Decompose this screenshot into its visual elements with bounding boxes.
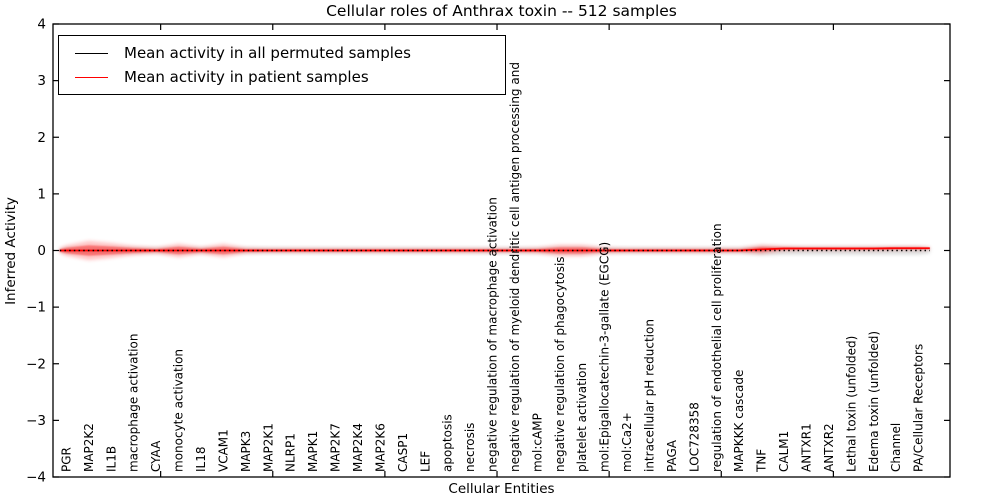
x-category-label: CASP1 [396, 433, 410, 472]
x-category-label: MAPKKK cascade [732, 370, 746, 472]
y-tick-label: 4 [37, 17, 46, 33]
legend-label-permuted: Mean activity in all permuted samples [124, 44, 411, 62]
x-category-label: Edema toxin (unfolded) [867, 331, 881, 472]
y-tick-label: 2 [37, 130, 46, 146]
x-category-label: Lethal toxin (unfolded) [844, 336, 858, 472]
x-category-label: PGR [59, 447, 73, 472]
x-category-label: regulation of endothelial cell prolifera… [710, 223, 724, 472]
y-tick-label: −3 [26, 413, 46, 429]
x-category-label: LOC728358 [687, 402, 701, 472]
x-category-label: mol:Ca2+ [620, 412, 634, 472]
x-category-label: MAPK1 [306, 431, 320, 472]
legend-item-permuted: Mean activity in all permuted samples [59, 44, 505, 62]
x-category-label: MAP2K7 [329, 423, 343, 472]
x-category-label: negative regulation of phagocytosis [553, 256, 567, 472]
x-category-label: negative regulation of myeloid dendritic… [508, 62, 522, 472]
x-category-label: MAP2K1 [261, 423, 275, 472]
x-category-label: MAP2K2 [82, 423, 96, 472]
patient-line-sample-icon [75, 76, 108, 78]
permuted-line-sample-icon [75, 52, 108, 54]
x-category-label: mol:cAMP [530, 413, 544, 472]
y-tick-label: −1 [26, 300, 46, 316]
x-category-label: ANTXR1 [799, 423, 813, 472]
x-category-label: MAPK3 [239, 431, 253, 472]
x-category-label: intracellular pH reduction [643, 319, 657, 472]
x-category-label: LEF [418, 451, 432, 472]
x-category-label: PAGA [665, 439, 679, 472]
chart-title: Cellular roles of Anthrax toxin -- 512 s… [326, 2, 677, 20]
x-category-label: VCAM1 [216, 429, 230, 472]
x-category-label: Channel [889, 423, 903, 472]
legend: Mean activity in all permuted samples Me… [58, 35, 506, 95]
x-category-label: MAP2K6 [373, 423, 387, 472]
y-tick-label: 0 [37, 243, 46, 259]
x-category-label: NLRP1 [284, 433, 298, 472]
x-axis-label: Cellular Entities [448, 481, 555, 497]
x-category-label: CYAA [149, 440, 163, 472]
y-tick-label: 3 [37, 73, 46, 89]
x-category-label: MAP2K4 [351, 423, 365, 472]
legend-item-patient: Mean activity in patient samples [59, 68, 505, 86]
y-axis-label: Inferred Activity [3, 197, 19, 305]
x-category-label: platelet activation [575, 363, 589, 472]
x-category-label: necrosis [463, 423, 477, 472]
x-category-label: monocyte activation [172, 349, 186, 472]
y-tick-label: −4 [26, 470, 46, 486]
x-category-label: TNF [755, 449, 769, 473]
x-category-label: macrophage activation [127, 334, 141, 472]
y-tick-label: 1 [37, 186, 46, 202]
x-category-label: apoptosis [441, 414, 455, 472]
legend-label-patient: Mean activity in patient samples [124, 68, 369, 86]
x-category-label: ANTXR2 [822, 423, 836, 472]
x-category-label: negative regulation of macrophage activa… [486, 197, 500, 472]
x-category-label: mol:Epigallocatechin-3-gallate (EGCG) [598, 242, 612, 472]
x-category-label: PA/Cellular Receptors [912, 344, 926, 472]
x-category-label: CALM1 [777, 431, 791, 472]
x-category-label: IL18 [194, 447, 208, 473]
y-tick-label: −2 [26, 356, 46, 372]
x-category-label: IL1B [104, 446, 118, 472]
